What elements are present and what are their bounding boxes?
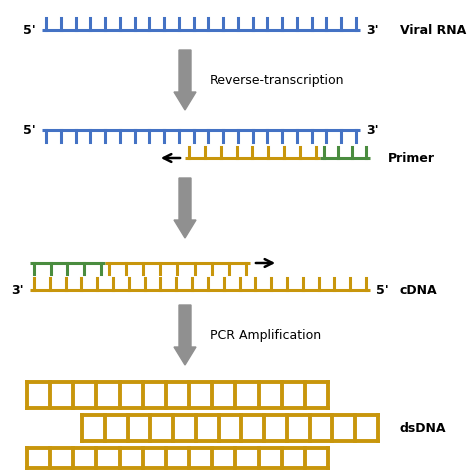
Text: dsDNA: dsDNA (400, 421, 447, 435)
Text: PCR Amplification: PCR Amplification (210, 328, 321, 341)
Text: Primer: Primer (388, 152, 435, 164)
Text: cDNA: cDNA (400, 283, 438, 297)
Text: 3': 3' (366, 124, 379, 137)
Text: Viral RNA: Viral RNA (400, 24, 466, 36)
Text: 5': 5' (23, 24, 36, 36)
Text: Reverse-transcription: Reverse-transcription (210, 73, 345, 86)
FancyArrow shape (174, 305, 196, 365)
Text: 5': 5' (23, 124, 36, 137)
Text: 3': 3' (366, 24, 379, 36)
Text: 5': 5' (376, 283, 389, 297)
Text: 3': 3' (11, 283, 24, 297)
FancyArrow shape (174, 178, 196, 238)
FancyArrow shape (174, 50, 196, 110)
